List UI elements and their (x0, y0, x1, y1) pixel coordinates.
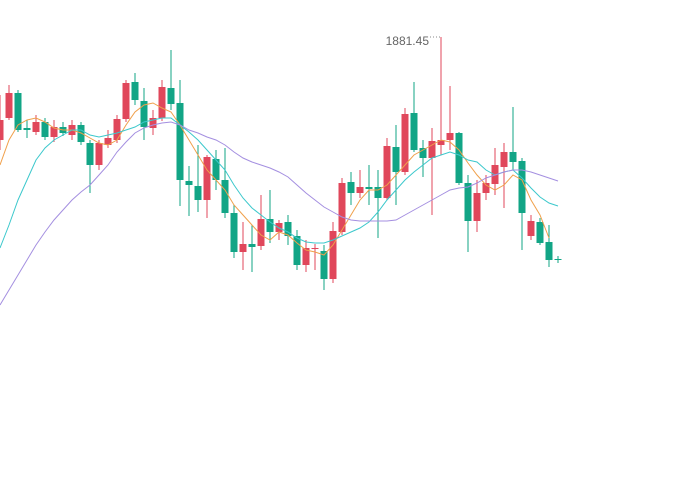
candle-body (545, 242, 553, 260)
candle-body (419, 148, 427, 158)
candle-body (410, 113, 418, 150)
candle-body (14, 93, 22, 130)
candle-body (383, 146, 391, 198)
candle-body (401, 114, 409, 172)
candle-body (338, 183, 346, 232)
candle-body (158, 87, 166, 118)
candle-body (140, 101, 148, 127)
candle-body (455, 133, 463, 183)
candle-body (482, 183, 490, 193)
candle-body (356, 187, 364, 193)
candle-body (23, 128, 31, 130)
candle-body (518, 161, 526, 213)
candle-body (50, 127, 58, 137)
candle-body (212, 159, 220, 180)
candle-body (221, 180, 229, 213)
candle-body (311, 248, 319, 249)
candle-body (284, 222, 292, 236)
candle-body (293, 236, 301, 265)
candle-body (176, 103, 184, 180)
candle-body (527, 221, 535, 236)
candle-body (5, 93, 13, 118)
candle-body (122, 83, 130, 119)
candle-body (194, 186, 202, 200)
candle-body (428, 141, 436, 158)
candle-body (185, 181, 193, 185)
candle-body (248, 244, 256, 247)
candle-body (473, 193, 481, 221)
moving-average-line (0, 121, 559, 306)
candle-body (32, 122, 40, 132)
moving-average-line (0, 117, 559, 249)
candle-body (446, 133, 454, 140)
candle-body (203, 157, 211, 200)
candle-body (320, 251, 328, 279)
candle-body (347, 182, 355, 193)
candle-body (302, 248, 310, 265)
candle-body (41, 122, 49, 137)
candle-body (104, 138, 112, 145)
candle-body (149, 118, 157, 128)
candle-body (113, 119, 121, 140)
max-label: 1881.45 (386, 34, 430, 48)
candle-body (239, 244, 247, 252)
candle-body (437, 140, 445, 145)
candle-body (536, 222, 544, 243)
candle-body (86, 143, 94, 165)
candle-body (500, 152, 508, 167)
candle-body (0, 120, 4, 140)
candle-body (464, 183, 472, 221)
candle-body (131, 82, 139, 100)
candle-body (266, 219, 274, 232)
candle-body (509, 152, 517, 162)
candle-body (554, 259, 562, 260)
moving-average-line (0, 102, 550, 256)
candle-body (257, 219, 265, 246)
candle-body (392, 147, 400, 172)
candle-body (374, 187, 382, 198)
candle-body (329, 231, 337, 279)
candle-body (365, 187, 373, 189)
candle-body (167, 88, 175, 104)
candle-body (95, 143, 103, 165)
candle-body (230, 213, 238, 252)
